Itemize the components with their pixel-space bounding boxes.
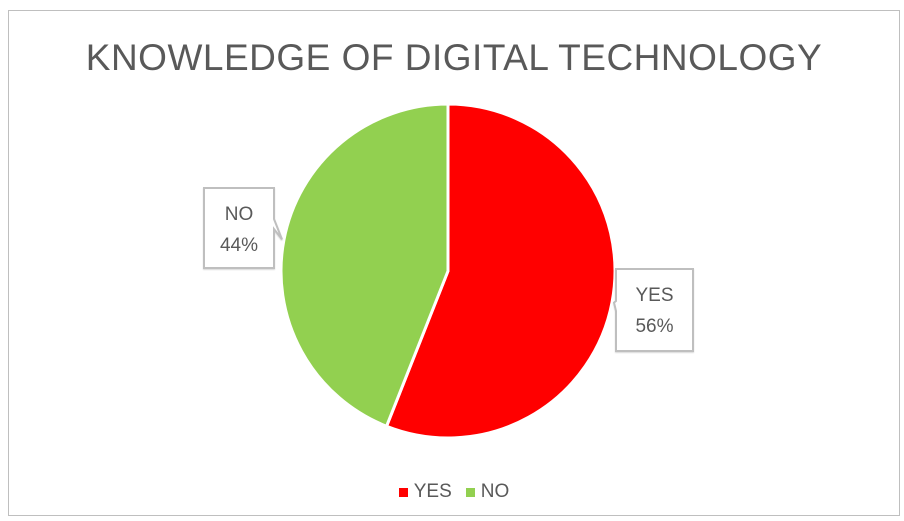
legend-item-yes: YES <box>398 481 452 503</box>
legend-label-no: NO <box>480 481 510 502</box>
chart-title: KNOWLEDGE OF DIGITAL TECHNOLOGY <box>85 37 823 78</box>
legend-label-yes: YES <box>413 481 452 502</box>
data-label-box-yes <box>612 268 694 352</box>
legend-swatch-yes <box>398 487 408 497</box>
data-label-category-no: NO <box>225 204 254 225</box>
chart-legend: YES NO <box>9 481 899 503</box>
data-label-box-no <box>203 187 283 269</box>
data-label-value-yes: 56% <box>635 316 673 337</box>
pie-slice-no <box>279 102 450 428</box>
legend-swatch-no <box>465 487 475 497</box>
pie-chart: YES 56% NO 44% <box>203 102 694 440</box>
pie-slice-yes <box>385 102 617 440</box>
data-label-no: NO 44% <box>203 187 283 269</box>
data-label-value-no: 44% <box>220 235 258 256</box>
chart-frame: KNOWLEDGE OF DIGITAL TECHNOLOGY YES 56% NO… <box>8 10 900 516</box>
legend-item-no: NO <box>465 481 510 503</box>
data-label-yes: YES 56% <box>612 268 694 352</box>
data-label-category-yes: YES <box>635 285 673 306</box>
